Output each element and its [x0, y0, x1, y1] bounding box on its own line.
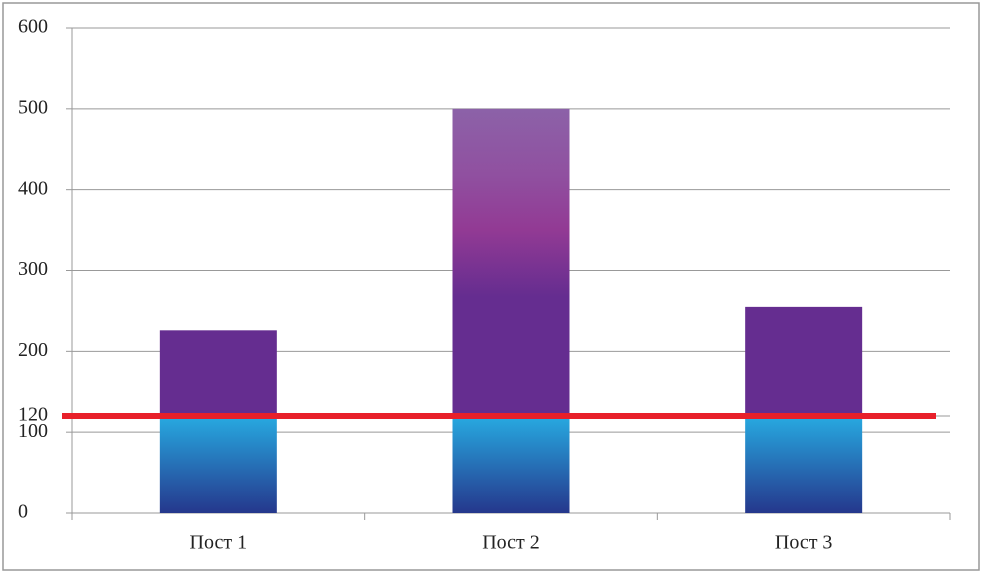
y-tick-label: 300: [18, 258, 48, 280]
frame: [2, 2, 980, 571]
x-tick-label: Пост 3: [775, 532, 833, 554]
bar-segment: [159, 330, 277, 416]
y-tick-label: 400: [18, 177, 48, 199]
bar-segment: [745, 306, 863, 416]
bar-segment: [452, 416, 570, 513]
y-tick-label: 200: [18, 339, 48, 361]
y-tick-label: 500: [18, 96, 48, 118]
y-tick-label: 100: [18, 420, 48, 442]
x-tick-label: Пост 2: [482, 532, 540, 554]
y-tick-label: 0: [18, 501, 28, 523]
bar-segment: [452, 108, 570, 416]
bar-segment: [159, 416, 277, 513]
x-tick-label: Пост 1: [190, 532, 248, 554]
bar-segment: [745, 416, 863, 513]
y-tick-label: 600: [18, 16, 48, 38]
y-tick-label: 120: [18, 404, 48, 426]
